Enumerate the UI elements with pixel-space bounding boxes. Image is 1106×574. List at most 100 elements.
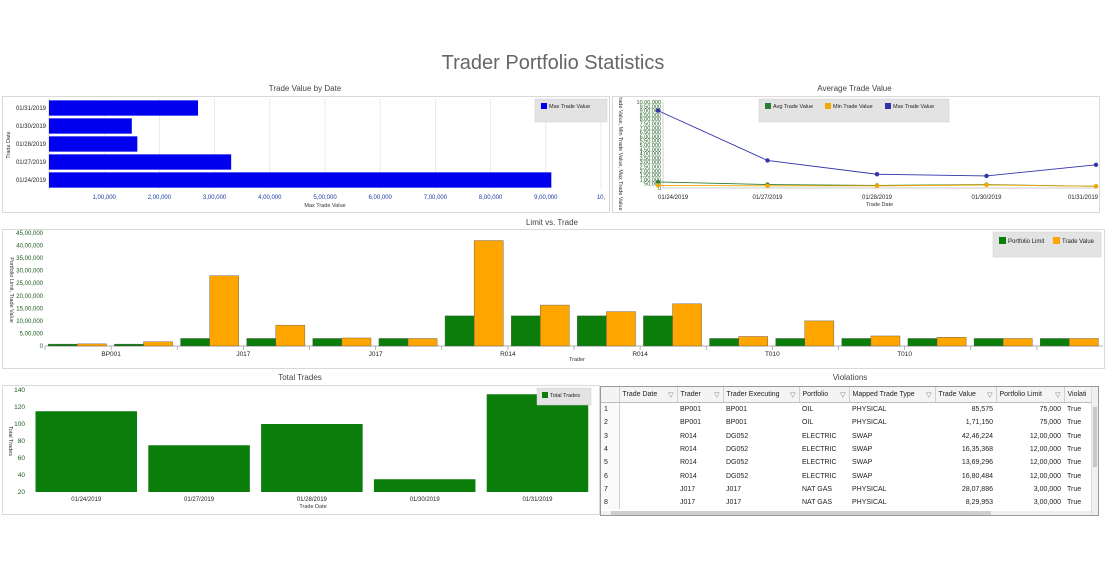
y-tick-label: 0	[40, 344, 44, 350]
legend-swatch	[542, 392, 548, 398]
y-tick-label: 15,00,000	[16, 306, 43, 312]
table-row[interactable]: 4 R014 DG052 ELECTRIC SWAP 16,35,368 12,00,000…	[601, 442, 1091, 457]
table-cell: 3,00,000	[1033, 499, 1061, 507]
filter-icon[interactable]: ▽	[840, 391, 846, 399]
bar-portfolio-limit	[246, 338, 276, 347]
x-axis-title: Max Trade Value	[304, 203, 345, 209]
y-tick-label: 7,50,000	[640, 122, 661, 128]
filter-icon[interactable]: ▽	[987, 391, 993, 399]
x-tick-label: 01/30/2019	[971, 195, 1002, 201]
table-cell: NAT GAS	[802, 499, 833, 507]
bar-trade-value	[275, 324, 306, 347]
column-header[interactable]: Mapped Trade Type ▽	[849, 387, 936, 403]
table-cell: R014	[680, 472, 697, 480]
column-header-label: Trader	[680, 390, 701, 398]
x-tick-label: 01/31/2019	[522, 497, 553, 503]
legend-box	[758, 98, 950, 123]
page-title: Trader Portfolio Statistics	[441, 52, 665, 74]
bar-portfolio-limit	[709, 338, 739, 347]
average-trade-value-chart: 050,0001,00,0001,50,0002,00,0002,50,0003…	[617, 83, 1099, 211]
table-cell: True	[1067, 446, 1082, 454]
bar-portfolio-limit	[378, 338, 409, 347]
average-trade-value-panel: 0 50,000 1,00,000 1,50,000 2,00,000 2,50,000 3…	[612, 83, 1100, 213]
y-tick-label: 8,00,000	[640, 117, 661, 123]
y-tick-label: 01/31/2019	[16, 106, 47, 112]
y-tick-label: 120	[14, 404, 25, 411]
y-tick-label: 7,00,000	[640, 126, 661, 132]
bar-portfolio-limit	[643, 315, 673, 347]
data-point	[874, 172, 880, 177]
violations-grid[interactable]: Trade Date ▽ Trader ▽ Trader Executing ▽ Portf…	[600, 386, 1099, 516]
bar-trade-value	[1069, 338, 1099, 347]
filter-icon[interactable]: ▽	[1055, 391, 1061, 399]
violations-title: Violations	[832, 373, 868, 382]
bar	[373, 479, 476, 492]
y-tick-label: 4,50,000	[640, 147, 661, 153]
table-cell: 28,07,886	[961, 485, 993, 493]
table-row[interactable]: 5 R014 DG052 ELECTRIC SWAP 13,69,296 12,00,000…	[601, 456, 1091, 470]
row-index: 8	[601, 496, 620, 510]
row-index-header	[601, 387, 620, 403]
table-cell: J017	[726, 499, 742, 507]
table-cell: BP001	[680, 406, 702, 414]
y-tick-label: 35,00,000	[16, 256, 43, 262]
column-header[interactable]: Portfolio ▽	[799, 387, 850, 403]
x-tick-label: 01/27/2019	[752, 195, 783, 201]
column-header[interactable]: Portfolio Limit ▽	[996, 387, 1065, 403]
table-row[interactable]: 2 BP001 BP001 OIL PHYSICAL 1,71,150 75,000 True	[601, 416, 1091, 430]
column-header[interactable]: Trader Executing ▽	[723, 387, 800, 403]
filter-icon[interactable]: ▽	[926, 391, 932, 399]
bar-portfolio-limit	[48, 343, 78, 347]
y-tick-label: 100	[14, 421, 25, 428]
bar	[261, 424, 363, 492]
bar	[49, 172, 552, 188]
bar	[486, 394, 589, 492]
column-header[interactable]: Trade Value ▽	[935, 387, 997, 403]
column-header[interactable]: Violati	[1064, 387, 1092, 403]
y-tick-label: 30,00,000	[16, 269, 43, 275]
bar-trade-value	[407, 338, 438, 347]
y-axis-title: Avg Trade Value, Min Trade Value, Max Tr…	[617, 97, 623, 211]
table-cell: 1,71,150	[965, 419, 993, 427]
bar-trade-value	[209, 275, 239, 347]
y-tick-label: 2,00,000	[640, 169, 661, 175]
y-tick-label: 140	[14, 387, 25, 394]
table-cell: J017	[680, 499, 696, 507]
x-axis-title: Trade Date	[866, 202, 893, 208]
table-row[interactable]: 1 BP001 BP001 OIL PHYSICAL 85,575 75,000 True	[601, 402, 1091, 417]
column-header[interactable]: Trader ▽	[677, 387, 724, 403]
table-row[interactable]: 6 R014 DG052 ELECTRIC SWAP 16,80,484 12,00,000…	[601, 469, 1091, 483]
table-row[interactable]: 7 J017 J017 NAT GAS PHYSICAL 28,07,886 3,00,00…	[601, 482, 1091, 497]
filter-icon[interactable]: ▽	[790, 391, 796, 399]
table-row[interactable]: 3 R014 DG052 ELECTRIC SWAP 42,46,224 12,00,000…	[601, 429, 1091, 443]
y-tick-label: 0	[658, 186, 661, 192]
bar-trade-value	[473, 240, 504, 347]
x-axis-title: Trade Date	[299, 504, 326, 510]
bar-trade-value	[341, 337, 372, 347]
column-header[interactable]: Trade Date ▽	[619, 387, 678, 403]
table-cell: PHYSICAL	[852, 485, 887, 493]
x-tick-label: 5,00,000	[313, 195, 337, 201]
table-cell: 42,46,224	[961, 432, 993, 440]
filter-icon[interactable]: ▽	[714, 391, 720, 399]
table-cell: SWAP	[852, 459, 873, 467]
table-cell: 12,00,000	[1029, 472, 1061, 480]
legend-label: Trade Value	[1062, 239, 1095, 245]
x-tick-label: 01/30/2019	[410, 497, 441, 503]
filter-icon[interactable]: ▽	[668, 391, 674, 399]
y-tick-label: 5,00,000	[640, 143, 661, 149]
data-point	[655, 183, 661, 188]
vertical-scrollbar[interactable]	[1091, 387, 1098, 515]
table-row[interactable]: 8 J017 J017 NAT GAS PHYSICAL 8,29,953 3,00,000…	[601, 496, 1091, 510]
table-cell	[619, 496, 677, 509]
data-point	[984, 173, 989, 179]
table-cell: True	[1067, 432, 1082, 440]
horizontal-scrollbar[interactable]	[601, 511, 1091, 515]
total-trades-chart: 20 40 60 80 100 120 140 01/24/2019 01/27/2019 01/…	[7, 387, 592, 510]
x-tick-label: 1,00,000	[93, 195, 117, 201]
average-trade-value-title: Average Trade Value	[817, 84, 892, 93]
x-tick-label: 01/28/2019	[862, 195, 893, 201]
legend-label: Min Trade Value	[833, 104, 873, 110]
data-point	[765, 183, 770, 189]
table-cell: 13,69,296	[961, 459, 993, 467]
